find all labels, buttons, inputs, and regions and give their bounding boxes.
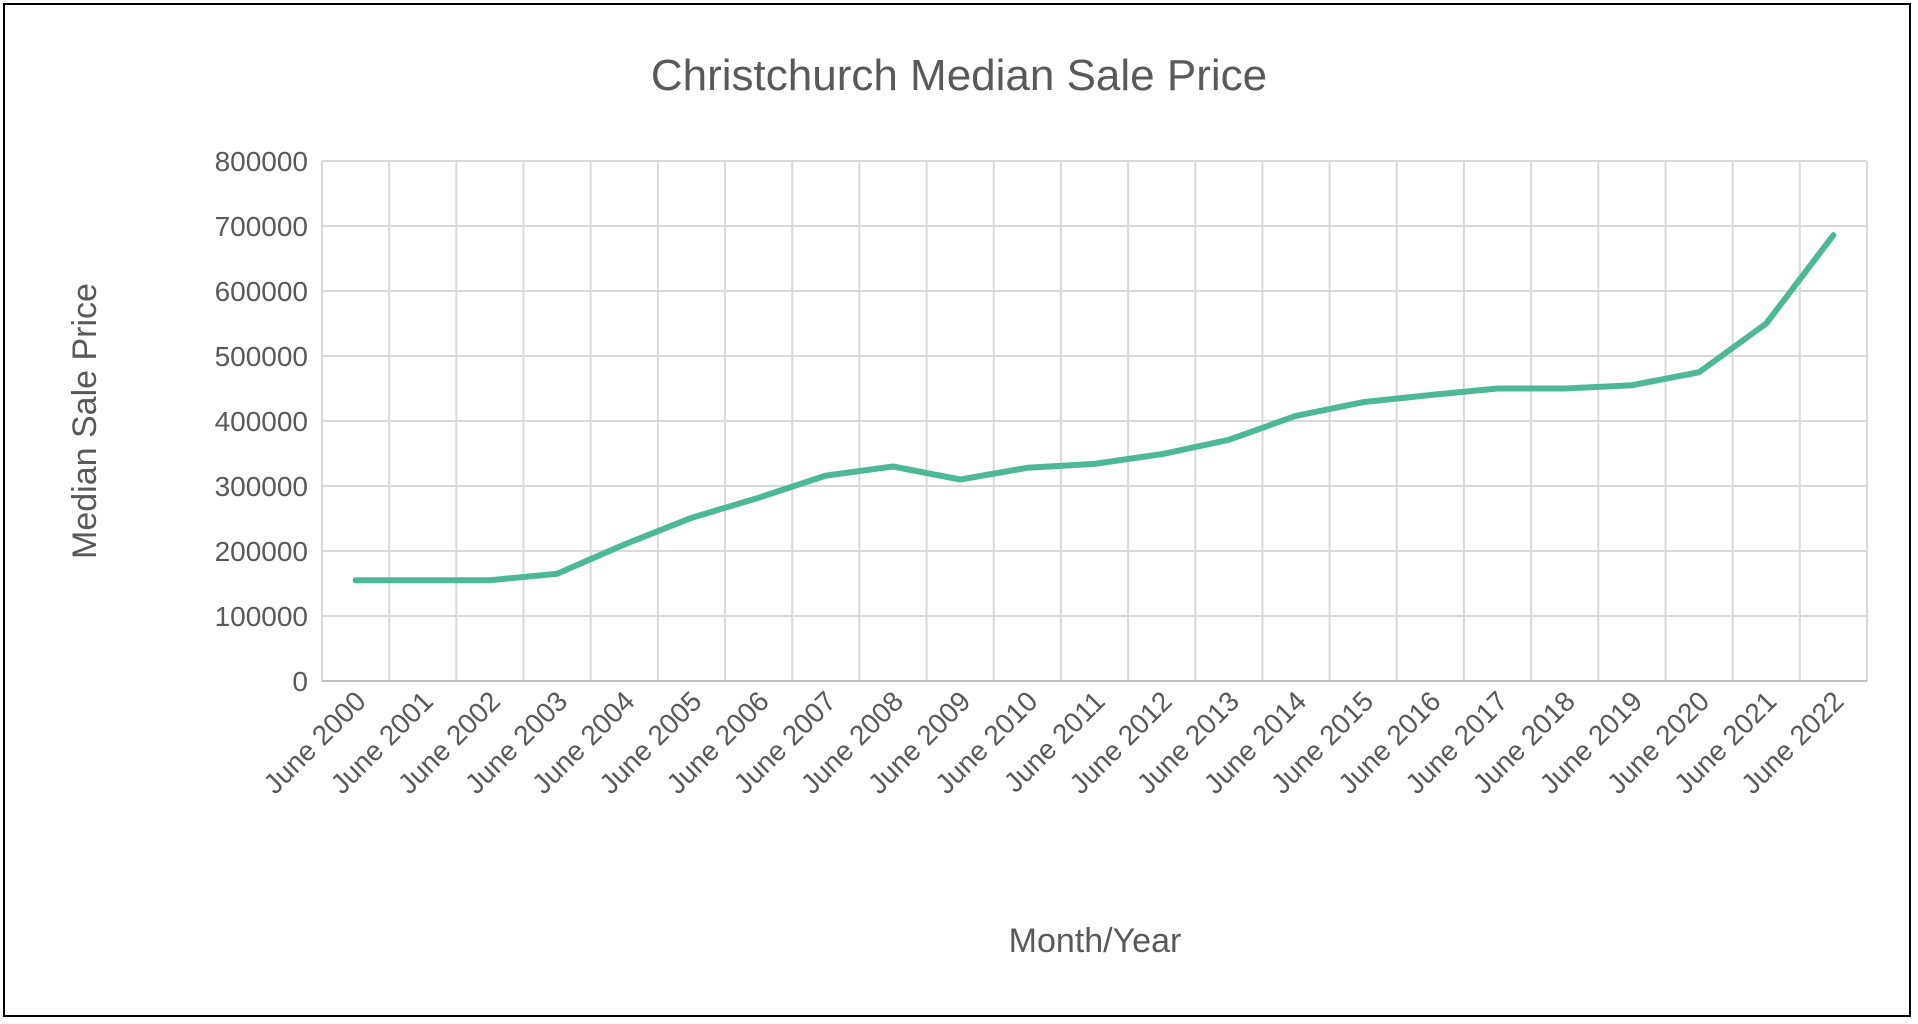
x-axis-title: Month/Year bbox=[1009, 922, 1182, 960]
y-tick-label: 0 bbox=[292, 666, 308, 697]
y-tick-label: 600000 bbox=[215, 276, 308, 307]
y-tick-label: 300000 bbox=[215, 471, 308, 502]
y-tick-label: 400000 bbox=[215, 406, 308, 437]
y-axis-title: Median Sale Price bbox=[66, 283, 104, 559]
series-line-path bbox=[352, 232, 1837, 584]
chart-frame bbox=[3, 3, 1911, 1017]
y-tick-label: 700000 bbox=[215, 211, 308, 242]
y-tick-label: 500000 bbox=[215, 341, 308, 372]
chart-title: Christchurch Median Sale Price bbox=[651, 51, 1267, 100]
gridlines bbox=[321, 160, 1868, 682]
series-line bbox=[352, 232, 1837, 584]
y-tick-label: 800000 bbox=[215, 146, 308, 177]
y-axis-ticks: 0 100000 200000 300000 400000 500000 600000 700… bbox=[215, 146, 308, 697]
y-tick-label: 200000 bbox=[215, 536, 308, 567]
y-tick-label: 100000 bbox=[215, 601, 308, 632]
